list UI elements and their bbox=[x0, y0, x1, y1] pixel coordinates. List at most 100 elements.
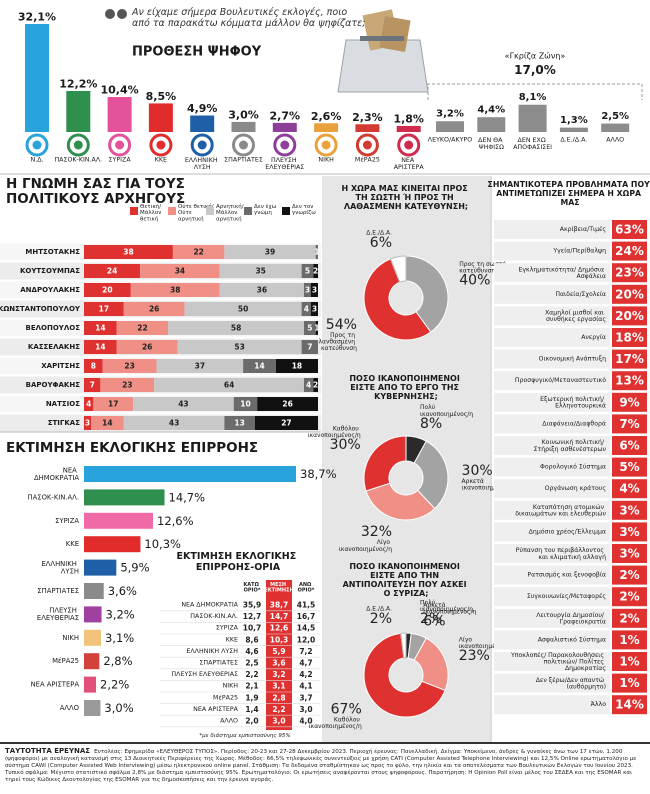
value-badge bbox=[612, 673, 647, 693]
table-cell: 5,9 bbox=[272, 647, 285, 656]
value-badge bbox=[612, 630, 647, 650]
value-label: 6% bbox=[619, 439, 639, 453]
slice-label: Δ.Ε./Δ.Α. bbox=[366, 229, 392, 236]
table-cell: 38,7 bbox=[270, 601, 289, 610]
segment-label: 4 bbox=[304, 305, 309, 314]
table-cell: 8,6 bbox=[245, 635, 258, 644]
row-label: ΚΚΕ bbox=[226, 636, 238, 643]
bar-segment bbox=[184, 302, 302, 316]
bar bbox=[84, 489, 165, 506]
value-label: 54% bbox=[326, 317, 357, 333]
text-line: ΕΙΣΤΕ ΑΠΟ ΤΗΝ bbox=[370, 571, 442, 580]
text-line: ΣΗΜΑΝΤΙΚΟΤΕΡΑ ΠΡΟΒΛΗΜΑΤΑ ΠΟΥ bbox=[488, 180, 650, 189]
text-line: ΝΕΑ bbox=[401, 157, 416, 164]
bar-segment bbox=[243, 359, 276, 373]
segment-label: 3 bbox=[305, 286, 310, 295]
bar-segment bbox=[315, 245, 318, 259]
segment-label: 1 bbox=[314, 324, 319, 333]
x-tick-label: ΔΕΝ ΕΧΩ ΑΠΟΦΑΣΙΣΕΙ bbox=[513, 137, 552, 151]
value-label: 10,4% bbox=[101, 84, 139, 97]
slice-label: Αρκετά ικανοποιημένος/η bbox=[462, 477, 515, 491]
segment-label: 8 bbox=[91, 362, 96, 371]
text-line: ΑΝΤΙΜΕΤΩΠΙΖΕΙ ΣΗΜΕΡΑ Η ΧΩΡΑ bbox=[496, 189, 644, 198]
row-label: Ασφαλιστικό Σύστημα bbox=[538, 635, 606, 643]
x-tick-label: ΛΕΥΚΟ/ΑΚΥΡΟ bbox=[428, 137, 472, 144]
bar bbox=[272, 122, 297, 132]
segment-label: 5 bbox=[307, 324, 312, 333]
value-label: 4,9% bbox=[187, 102, 218, 115]
segment-label: 2 bbox=[313, 267, 318, 276]
segment-label: 14 bbox=[254, 362, 264, 371]
row-background bbox=[494, 500, 610, 520]
value-label: 30% bbox=[462, 463, 493, 479]
x-tick-label: ΝΙΚΗ bbox=[318, 157, 334, 164]
text-line: ΔΗΜΟΚΡΑΤΙΑ bbox=[34, 474, 79, 482]
text-line: ΠΛΕΥΣΗ bbox=[49, 607, 79, 615]
legend-label: Δεν τον γνωρίζω bbox=[292, 204, 316, 216]
text-line: ικανοποιημένος/η bbox=[459, 643, 512, 650]
text-line: ικανοποιημένος/η bbox=[308, 432, 361, 439]
row-label: Χαμηλοί μισθοί και συνθήκες εργασίας bbox=[545, 308, 606, 323]
legend-swatch bbox=[244, 207, 252, 215]
bar bbox=[84, 700, 101, 716]
bar-segment bbox=[84, 340, 117, 354]
bar-segment bbox=[303, 378, 314, 392]
value-label: 8% bbox=[420, 416, 442, 432]
slice-label: Καθόλου ικανοποιημένος/η bbox=[309, 716, 362, 730]
row-label: ΑΝΔΡΟΥΛΑΚΗΣ bbox=[20, 286, 80, 294]
value-label: 2% bbox=[370, 611, 392, 627]
text-line: ΠΟΣΟ ΙΚΑΝΟΠΟΙΗΜΕΝΟΙ bbox=[349, 374, 462, 383]
text-line: Λίγο bbox=[377, 539, 392, 546]
row-label: ΠΛΕΥΣΗ ΕΛΕΥΘΕΡΙΑΣ bbox=[171, 671, 238, 678]
segment-label: 5 bbox=[305, 267, 310, 276]
slice-label: Λίγο ικανοποιημένος/η bbox=[459, 636, 512, 650]
segment-label: 17 bbox=[99, 305, 109, 314]
text-line: Μάλλον bbox=[216, 209, 239, 216]
bar-segment bbox=[93, 397, 134, 411]
y-tick-label: ΝΕΑ ΔΗΜΟΚΡΑΤΙΑ bbox=[34, 466, 79, 482]
value-badge bbox=[612, 565, 647, 585]
bar bbox=[66, 90, 91, 132]
row-label: Υγεία/Περίθαλψη bbox=[552, 247, 606, 255]
legend-label: Θετική/ Μάλλον θετική bbox=[140, 203, 163, 222]
highlight-column bbox=[266, 580, 292, 730]
text-line: ΤΗ ΣΩΣΤΗ Ή ΠΡΟΣ ΤΗ bbox=[355, 193, 456, 202]
party-logo-dot bbox=[239, 140, 248, 150]
value-label: 40% bbox=[459, 273, 490, 289]
y-tick-label: ΝΕΑ ΑΡΙΣΤΕΡΑ bbox=[31, 681, 80, 689]
value-label: 2% bbox=[619, 611, 639, 625]
value-badge bbox=[612, 436, 647, 455]
segment-label: 23 bbox=[122, 381, 132, 390]
segment-label: 4 bbox=[306, 381, 311, 390]
chart-title: Η ΧΩΡΑ ΜΑΣ ΚΙΝΕΙΤΑΙ ΠΡΟΣ ΤΗ ΣΩΣΤΗ Ή ΠΡΟΣ… bbox=[341, 184, 470, 211]
text-line: συνθήκες εργασίας bbox=[546, 315, 606, 323]
bar bbox=[84, 676, 97, 693]
row-label: Εξωτερική πολιτική/ Ελληνοτουρκικά bbox=[540, 395, 606, 410]
text-line: Στήριξη ασθενέστερων bbox=[534, 444, 607, 452]
y-tick-label: ΣΠΑΡΤΙΑΤΕΣ bbox=[37, 587, 79, 595]
slice-label: Δ.Ε./Δ.Α. bbox=[366, 606, 392, 613]
bar bbox=[84, 512, 154, 529]
row-label: Υποκλοπές/ Παρακολουθήσεις πολιτικών/ Πο… bbox=[510, 650, 606, 671]
bar-segment bbox=[84, 283, 131, 297]
segment-label: 7 bbox=[307, 343, 312, 352]
bar-segment bbox=[254, 416, 318, 430]
value-label: 5,9% bbox=[120, 561, 149, 575]
row-label: ΑΛΛΟ bbox=[220, 718, 238, 725]
text-line: ικανοποιημένος/η bbox=[309, 722, 362, 729]
y-tick-label: ΝΙΚΗ bbox=[62, 634, 79, 642]
row-label: ΒΑΡΟΥΦΑΚΗΣ bbox=[26, 381, 81, 389]
bar bbox=[396, 125, 421, 132]
value-badge bbox=[612, 306, 647, 326]
text-line: Δεν τον bbox=[292, 204, 315, 210]
party-logo-dot bbox=[73, 140, 83, 150]
value-badge bbox=[612, 608, 647, 628]
value-label: 3,0% bbox=[228, 108, 259, 121]
value-label: 67% bbox=[331, 701, 362, 717]
table-cell: 3,2 bbox=[272, 670, 285, 679]
value-badge bbox=[612, 522, 647, 542]
segment-label: 43 bbox=[169, 419, 179, 428]
x-tick-label: ΔΕΝ ΘΑ ΨΗΦΙΣΩ bbox=[478, 137, 504, 151]
row-label: ΧΑΡΙΤΣΗΣ bbox=[41, 362, 80, 370]
bar bbox=[84, 629, 101, 646]
